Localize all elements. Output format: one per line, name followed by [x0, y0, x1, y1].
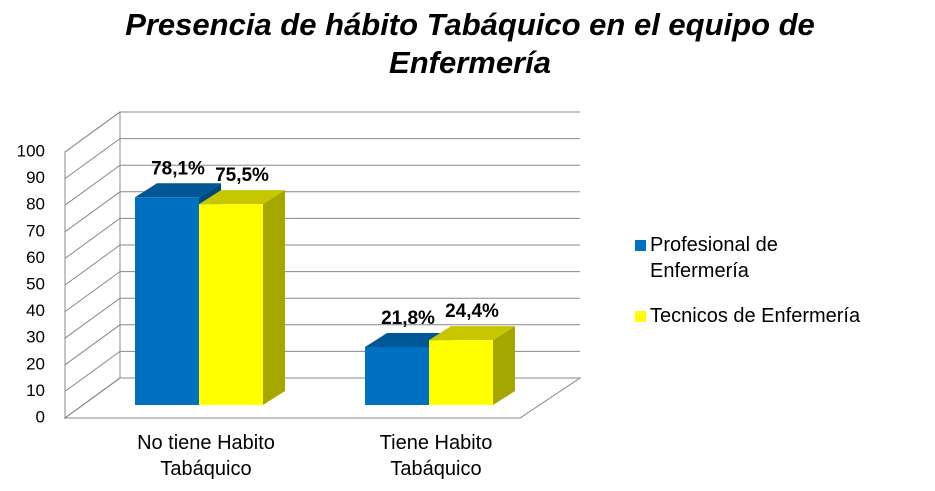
y-tick-label: 50 [26, 274, 45, 293]
bar-side [263, 190, 285, 405]
grid-line [64, 244, 580, 286]
legend-swatch [635, 240, 646, 251]
bar [199, 190, 285, 405]
y-tick-label: 10 [26, 381, 45, 400]
y-tick-label: 60 [26, 248, 45, 267]
y-tick-label: 100 [17, 141, 45, 160]
bar-top [135, 183, 221, 198]
legend-label: Profesional de Enfermería [650, 234, 778, 282]
y-tick-label: 70 [26, 221, 45, 240]
grid-line [64, 111, 580, 153]
y-tick-label: 40 [26, 301, 45, 320]
grid-line [64, 164, 580, 206]
y-tick-label: 80 [26, 195, 45, 214]
bar-front [135, 197, 199, 405]
y-tick-label: 30 [26, 328, 45, 347]
value-label: 24,4% [445, 301, 499, 322]
value-label: 78,1% [151, 158, 205, 179]
grid-line [64, 191, 580, 233]
bar-top [429, 326, 515, 341]
grid-line [64, 324, 580, 366]
y-tick-label: 0 [36, 407, 45, 426]
value-label: 75,5% [215, 165, 269, 186]
grid-line [64, 217, 580, 259]
y-tick-label: 90 [26, 168, 45, 187]
chart-title: Presencia de hábito Tabáquico en el equi… [125, 7, 815, 80]
grid-line [64, 297, 580, 339]
x-tick-label: Tiene Habito Tabáquico [379, 432, 493, 480]
value-label: 21,8% [381, 308, 435, 329]
bar [429, 326, 515, 405]
legend-swatch [635, 311, 646, 322]
bar-side [493, 326, 515, 405]
bar-top [199, 190, 285, 205]
grid-line [64, 271, 580, 313]
grid-line [64, 138, 580, 180]
bar-front [199, 204, 263, 405]
x-tick-label: No tiene Habito Tabáquico [137, 432, 275, 480]
y-tick-label: 20 [26, 354, 45, 373]
bar-front [365, 347, 429, 405]
bar-front [429, 340, 493, 405]
legend-label: Tecnicos de Enfermería [650, 305, 861, 327]
